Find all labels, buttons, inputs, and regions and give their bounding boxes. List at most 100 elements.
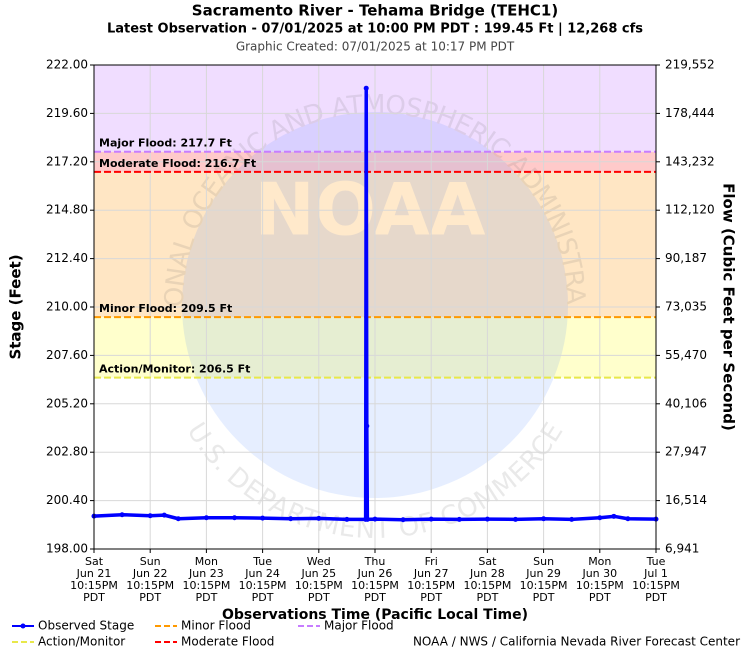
stage-point: [232, 515, 237, 521]
x-tick-label: 10:15PM: [576, 579, 624, 592]
y-tick-label: 219.60: [46, 106, 88, 120]
stage-point: [541, 516, 547, 522]
x-tick-label: Fri: [425, 555, 438, 568]
y2-tick-label: 40,106: [665, 396, 707, 410]
x-tick-label: Jun 23: [188, 567, 224, 580]
y2-tick-label: 73,035: [665, 300, 707, 314]
y2-tick-label: 112,120: [665, 203, 715, 217]
legend-label: Observed Stage: [38, 619, 134, 633]
y2-tick-label: 90,187: [665, 251, 707, 265]
stage-point: [625, 516, 631, 522]
credit: NOAA / NWS / California Nevada River For…: [413, 635, 740, 649]
stage-point: [203, 515, 209, 521]
x-tick-label: Tue: [646, 555, 666, 568]
threshold-label: Action/Monitor: 206.5 Ft: [99, 363, 250, 376]
y-tick-label: 202.80: [46, 445, 88, 459]
y2-tick-label: 27,947: [665, 445, 707, 459]
x-tick-label: PDT: [533, 591, 555, 604]
y-tick-label: 217.20: [46, 154, 88, 168]
x-tick-label: Sun: [533, 555, 554, 568]
y2-tick-label: 16,514: [665, 493, 707, 507]
stage-point: [569, 516, 575, 522]
y-tick-label: 205.20: [46, 396, 88, 410]
y2-tick-label: 219,552: [665, 58, 715, 72]
x-tick-label: Sat: [85, 555, 104, 568]
x-tick-label: PDT: [252, 591, 274, 604]
x-tick-label: 10:15PM: [239, 579, 287, 592]
legend-label: Minor Flood: [181, 619, 251, 633]
x-tick-label: 10:15PM: [463, 579, 511, 592]
stage-point: [316, 515, 322, 521]
y-tick-label: 214.80: [46, 203, 88, 217]
x-tick-label: Jun 21: [76, 567, 112, 580]
stage-point: [364, 516, 370, 522]
x-tick-label: PDT: [645, 591, 667, 604]
x-tick-label: PDT: [308, 591, 330, 604]
x-axis-label: Observations Time (Pacific Local Time): [222, 607, 528, 623]
x-tick-label: Jun 26: [357, 567, 393, 580]
y-tick-label: 198.00: [46, 542, 88, 556]
x-tick-label: Sun: [140, 555, 161, 568]
x-tick-label: Jun 28: [469, 567, 505, 580]
chart-subtitle: Latest Observation - 07/01/2025 at 10:00…: [107, 22, 643, 37]
x-tick-label: Jul 1: [643, 567, 668, 580]
x-tick-label: 10:15PM: [126, 579, 174, 592]
x-tick-label: PDT: [589, 591, 611, 604]
x-tick-label: Jun 22: [132, 567, 168, 580]
x-tick-label: Jun 25: [300, 567, 336, 580]
stage-point: [344, 516, 350, 522]
stage-point: [119, 512, 125, 518]
stage-point: [428, 516, 434, 522]
x-tick-label: 10:15PM: [632, 579, 680, 592]
x-tick-label: 10:15PM: [351, 579, 399, 592]
x-tick-label: 10:15PM: [407, 579, 455, 592]
x-tick-label: Wed: [307, 555, 331, 568]
threshold-label: Major Flood: 217.7 Ft: [99, 137, 232, 150]
x-tick-label: Mon: [588, 555, 611, 568]
stage-point: [364, 423, 370, 429]
y2-tick-label: 178,444: [665, 106, 715, 120]
x-tick-label: PDT: [476, 591, 498, 604]
created-note: Graphic Created: 07/01/2025 at 10:17 PM …: [236, 40, 515, 54]
x-tick-label: Jun 30: [581, 567, 617, 580]
legend-label: Moderate Flood: [181, 635, 274, 649]
y-tick-label: 207.60: [46, 348, 88, 362]
legend-label: Action/Monitor: [38, 635, 125, 649]
y-tick-label: 212.40: [46, 251, 88, 265]
x-tick-label: 10:15PM: [520, 579, 568, 592]
threshold-label: Moderate Flood: 216.7 Ft: [99, 157, 256, 170]
stage-point: [372, 516, 378, 522]
y2-tick-label: 6,941: [665, 542, 699, 556]
x-tick-label: 10:15PM: [182, 579, 230, 592]
stage-point: [597, 515, 603, 521]
stage-point: [363, 85, 369, 91]
threshold-label: Minor Flood: 209.5 Ft: [99, 302, 232, 315]
x-tick-label: Tue: [252, 555, 272, 568]
y-tick-label: 222.00: [46, 58, 88, 72]
x-tick-label: Jun 29: [525, 567, 561, 580]
stage-point: [611, 513, 617, 519]
x-tick-label: PDT: [83, 591, 105, 604]
x-tick-label: Mon: [195, 555, 218, 568]
x-tick-label: 10:15PM: [295, 579, 343, 592]
x-tick-label: PDT: [139, 591, 161, 604]
stage-point: [260, 515, 266, 521]
stage-point: [175, 516, 181, 522]
y-tick-label: 200.40: [46, 493, 88, 507]
stage-point: [456, 516, 462, 522]
stage-point: [161, 512, 167, 518]
y2-axis-label: Flow (Cubic Feet per Second): [720, 183, 738, 431]
y-tick-label: 210.00: [46, 300, 88, 314]
x-tick-label: 10:15PM: [70, 579, 118, 592]
stage-point: [400, 517, 406, 523]
legend-marker: [20, 623, 26, 629]
legend-label: Major Flood: [324, 619, 394, 633]
x-tick-label: PDT: [420, 591, 442, 604]
watermark-logo: NOAA: [255, 168, 486, 252]
x-tick-label: Sat: [478, 555, 497, 568]
x-tick-label: Jun 24: [244, 567, 280, 580]
x-tick-label: Thu: [364, 555, 386, 568]
y2-tick-label: 55,470: [665, 348, 707, 362]
chart-title: Sacramento River - Tehama Bridge (TEHC1): [192, 2, 558, 20]
